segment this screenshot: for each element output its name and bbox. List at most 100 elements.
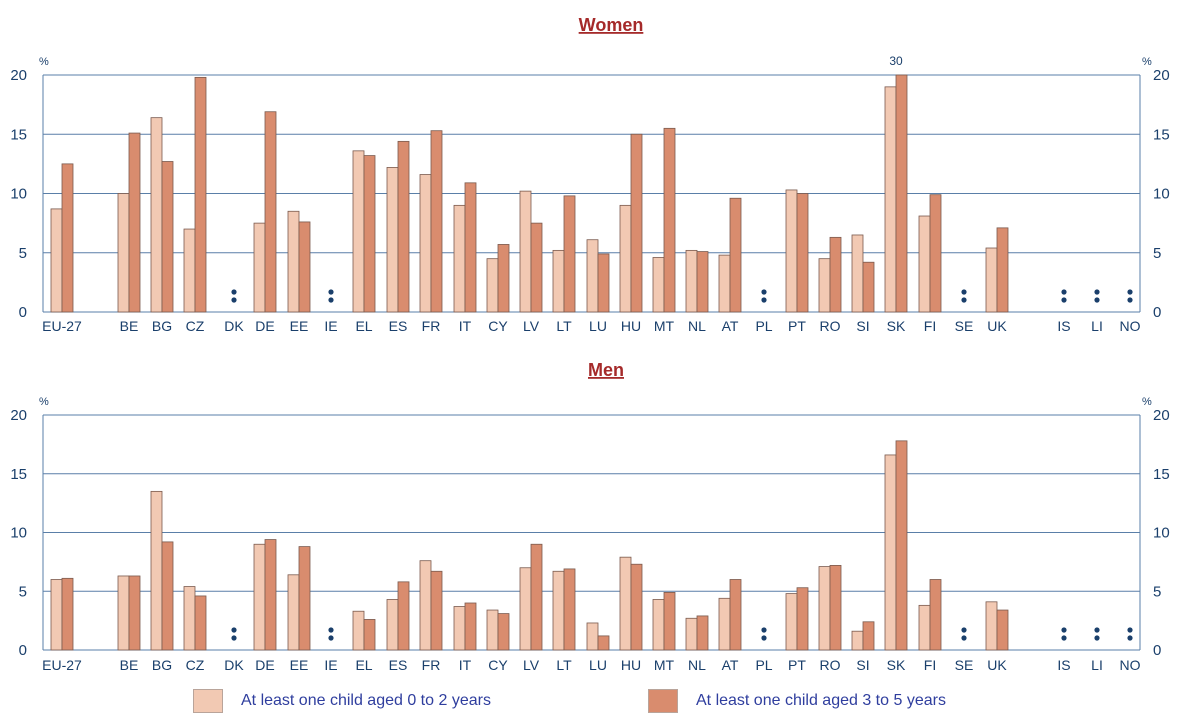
x-tick-label: FR: [422, 657, 441, 673]
legend-item-series-0: At least one child aged 0 to 2 years: [193, 688, 491, 713]
bar-series-1: [530, 222, 543, 313]
bar-series-1: [497, 613, 510, 651]
x-tick-label: SK: [887, 318, 906, 334]
missing-marker-dot: [1127, 627, 1133, 633]
missing-marker-dot: [1094, 297, 1100, 303]
y-tick-label-right: 0: [1153, 304, 1161, 321]
bar-series-0: [619, 204, 632, 313]
x-tick-label: EL: [355, 318, 372, 334]
x-tick-label: EE: [290, 318, 309, 334]
bar-series-0: [287, 210, 300, 313]
bar-series-0: [352, 150, 365, 313]
x-tick-label: EU-27: [42, 318, 82, 334]
bar-series-0: [851, 630, 864, 651]
missing-marker-dot: [1127, 635, 1133, 641]
x-tick-label: FI: [924, 657, 936, 673]
x-tick-label: LV: [523, 657, 540, 673]
missing-marker-dot: [761, 627, 767, 633]
x-tick-label: LV: [523, 318, 540, 334]
y-unit-left: %: [39, 56, 49, 68]
bar-series-1: [696, 251, 709, 313]
y-tick-label-left: 5: [19, 583, 27, 600]
y-tick-label-left: 15: [10, 466, 27, 483]
y-tick-label-right: 10: [1153, 186, 1170, 203]
y-tick-label-right: 15: [1153, 126, 1170, 143]
bar-series-0: [486, 609, 499, 651]
bar-series-1: [397, 581, 410, 651]
x-tick-label: MT: [654, 657, 675, 673]
bar-series-0: [519, 567, 532, 651]
x-tick-label: LU: [589, 657, 607, 673]
bar-series-0: [253, 222, 266, 313]
y-tick-label-left: 0: [19, 642, 27, 659]
bar-series-1: [264, 111, 277, 313]
x-tick-label: NO: [1120, 318, 1141, 334]
x-tick-label: BG: [152, 657, 172, 673]
missing-marker-dot: [1127, 297, 1133, 303]
bar-series-0: [785, 593, 798, 651]
x-tick-label: PT: [788, 657, 806, 673]
x-tick-label: ES: [389, 318, 408, 334]
x-tick-label: FI: [924, 318, 936, 334]
x-tick-label: NL: [688, 318, 706, 334]
x-tick-label: IS: [1057, 318, 1070, 334]
missing-marker-dot: [328, 627, 334, 633]
bar-series-1: [862, 621, 875, 651]
missing-marker-dot: [761, 297, 767, 303]
bar-series-0: [419, 174, 432, 313]
bar-series-0: [419, 560, 432, 651]
y-tick-label-left: 10: [10, 186, 27, 203]
bar-series-1: [663, 592, 676, 651]
bar-series-1: [563, 568, 576, 651]
bar-series-1: [128, 575, 141, 651]
x-tick-label: SE: [955, 657, 974, 673]
y-tick-label-right: 10: [1153, 525, 1170, 542]
x-tick-label: UK: [987, 657, 1007, 673]
x-tick-label: SI: [856, 318, 869, 334]
bar-series-1: [563, 195, 576, 313]
bar-series-1: [996, 227, 1009, 313]
bar-series-0: [552, 249, 565, 313]
panel-women: Women 0 0 5 5 10 10 15 15 20 20% % EU-27 BE BG CZ DK DE EE…: [10, 15, 1169, 334]
bar-series-1: [497, 244, 510, 313]
bar-series-0: [818, 258, 831, 313]
bar-series-0: [486, 258, 499, 313]
bar-series-0: [718, 597, 731, 651]
bar-series-1: [829, 236, 842, 313]
bar-series-1: [161, 541, 174, 651]
bar-series-1: [729, 197, 742, 313]
y-tick-label-right: 5: [1153, 583, 1161, 600]
bar-chart-figure: Women 0 0 5 5 10 10 15 15 20 20% % EU-27 BE BG CZ DK DE EE…: [10, 15, 1170, 673]
bar-series-0: [519, 190, 532, 313]
x-tick-label: HU: [621, 657, 641, 673]
bar-series-1: [663, 127, 676, 313]
bar-series-0: [818, 566, 831, 651]
bar-series-0: [150, 490, 163, 651]
x-tick-label: IE: [324, 657, 337, 673]
x-tick-label: BE: [120, 318, 139, 334]
missing-marker-dot: [761, 289, 767, 295]
x-tick-label: EU-27: [42, 657, 82, 673]
x-tick-label: FR: [422, 318, 441, 334]
x-tick-label: CZ: [186, 318, 205, 334]
x-tick-label: IT: [459, 318, 472, 334]
bar-series-1: [530, 543, 543, 651]
y-unit-right: %: [1142, 56, 1152, 68]
missing-marker-dot: [1061, 627, 1067, 633]
legend-swatch-series-0: [193, 688, 223, 713]
bar-series-0: [918, 604, 931, 651]
missing-marker-dot: [231, 289, 237, 295]
bar-series-1: [696, 615, 709, 651]
y-tick-label-right: 20: [1153, 67, 1170, 84]
bar-series-1: [298, 221, 311, 313]
x-tick-label: IT: [459, 657, 472, 673]
y-tick-label-left: 0: [19, 304, 27, 321]
x-tick-label: SI: [856, 657, 869, 673]
y-tick-label-left: 15: [10, 126, 27, 143]
bar-series-1: [630, 563, 643, 651]
missing-marker-dot: [1061, 289, 1067, 295]
bar-series-1: [829, 565, 842, 651]
x-tick-label: RO: [820, 318, 841, 334]
missing-marker-dot: [1094, 635, 1100, 641]
missing-marker-dot: [961, 289, 967, 295]
